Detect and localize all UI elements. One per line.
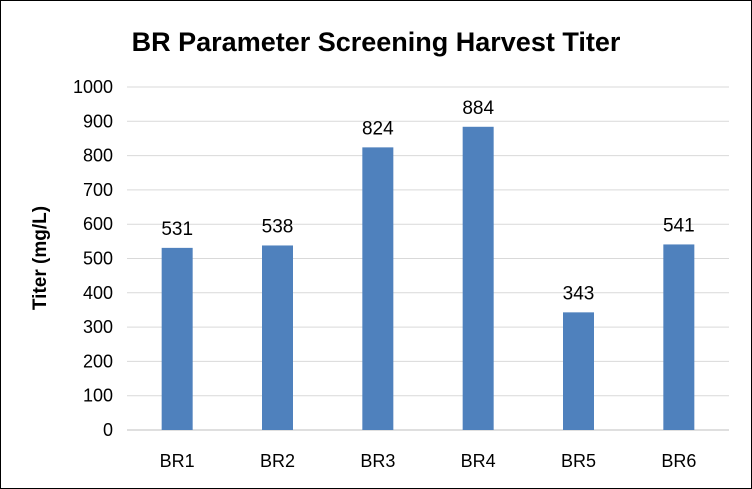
y-tick-label: 700 [83,180,113,200]
data-label-br2: 538 [262,216,294,237]
data-labels: 531 538 824 884 343 541 [161,98,694,305]
x-axis-ticks: BR1 BR2 BR3 BR4 BR5 BR6 [160,451,697,471]
y-axis-label: Titer (mg/L) [30,206,51,310]
y-tick-label: 500 [83,249,113,269]
y-axis-ticks: 0 100 200 300 400 500 600 700 800 900 1000 [73,77,113,440]
x-tick-label: BR2 [260,451,295,471]
gridlines [127,86,729,431]
y-tick-label: 800 [83,146,113,166]
bar-br4 [462,126,494,431]
bar-br3 [362,147,394,431]
y-tick-label: 600 [83,214,113,234]
data-label-br1: 531 [161,219,193,240]
bar-br2 [262,245,293,430]
x-tick-label: BR5 [561,451,596,471]
data-label-br5: 343 [563,283,595,304]
bar-br5 [563,312,594,430]
y-tick-label: 100 [83,386,113,406]
y-tick-label: 400 [83,283,113,303]
y-tick-label: 0 [103,420,113,440]
bar-br6 [663,244,695,430]
bar-br1 [161,247,193,430]
x-tick-label: BR6 [661,451,696,471]
chart-title: BR Parameter Screening Harvest Titer [132,27,621,57]
x-tick-label: BR3 [360,451,395,471]
x-tick-label: BR1 [160,451,195,471]
y-tick-label: 900 [83,111,113,131]
y-tick-label: 1000 [73,77,113,97]
x-tick-label: BR4 [461,451,496,471]
data-label-br4: 884 [462,98,494,119]
y-tick-label: 200 [83,351,113,371]
data-label-br6: 541 [663,215,695,236]
data-label-br3: 824 [362,118,394,139]
bars [161,126,695,431]
y-tick-label: 300 [83,317,113,337]
